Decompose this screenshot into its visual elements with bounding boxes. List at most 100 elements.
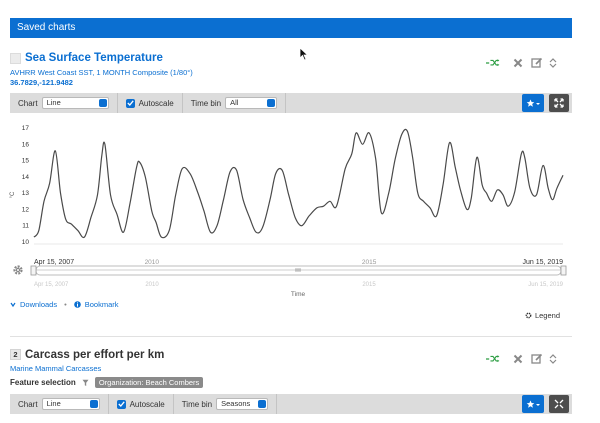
downloads-link[interactable]: Downloads xyxy=(20,300,58,309)
sst-line-chart[interactable]: 10 11 12 13 14 15 16 17 °C 2010 2015 Apr 15, 200… xyxy=(0,118,600,300)
edit-icon xyxy=(531,57,543,68)
remove-chart-button[interactable] xyxy=(511,56,525,70)
close-icon xyxy=(513,354,523,364)
dataset-subtitle[interactable]: AVHRR West Coast SST, 1 MONTH Composite … xyxy=(10,68,193,77)
info-icon xyxy=(73,301,81,308)
timebin-value-2: Seasons xyxy=(221,399,251,408)
y-tick-label-12: 12 xyxy=(22,206,30,213)
add-compare-button[interactable] xyxy=(486,56,500,70)
chevron-up-icon xyxy=(549,354,557,359)
legend-toggle[interactable]: Legend xyxy=(525,311,560,320)
toolbar-divider xyxy=(172,394,174,414)
shuffle-icon xyxy=(486,355,500,363)
location-coords[interactable]: 36.7829,-121.9482 xyxy=(10,78,73,87)
y-axis-label: °C xyxy=(10,191,16,198)
range-start-label: Apr 15, 2007 xyxy=(34,259,74,266)
chevron-up-icon xyxy=(549,58,557,63)
navigator-grip-icon[interactable] xyxy=(295,268,301,272)
card-divider xyxy=(10,336,572,337)
navigator-end-label: Jun 15, 2019 xyxy=(528,282,563,288)
select-caret-icon xyxy=(98,99,107,107)
bookmark-link[interactable]: Bookmark xyxy=(84,300,119,309)
expand-icon xyxy=(554,399,564,409)
header-title: Saved charts xyxy=(17,22,76,33)
timebin-select[interactable]: All xyxy=(225,97,278,109)
toolbar-divider xyxy=(276,394,278,414)
organization-filter-badge[interactable]: Organization: Beach Combers xyxy=(94,377,204,388)
time-navigator[interactable] xyxy=(30,265,567,276)
series-line-0[interactable] xyxy=(33,128,564,239)
card1-toolbar: Chart Line Autoscale Time bin All xyxy=(10,93,572,113)
cursor-icon xyxy=(299,47,309,61)
download-icon xyxy=(10,302,16,307)
chart-type-label: Chart xyxy=(18,399,38,409)
reorder-control[interactable] xyxy=(549,56,557,70)
feature-selection: Feature selection Organization: Beach Co… xyxy=(10,377,204,388)
chart-number-badge: 2 xyxy=(10,349,21,360)
y-axis: 10 11 12 13 14 15 16 17 xyxy=(22,125,30,246)
autoscale-checkbox[interactable] xyxy=(125,98,135,108)
select-caret-icon xyxy=(267,99,276,107)
navigator-handle-right[interactable] xyxy=(560,265,567,276)
add-compare-button-2[interactable] xyxy=(486,352,500,366)
reorder-control-2[interactable] xyxy=(549,352,557,366)
fullscreen-button-2[interactable] xyxy=(549,395,569,413)
star-icon xyxy=(526,400,540,408)
legend-label: Legend xyxy=(534,311,560,320)
shuffle-icon xyxy=(486,59,500,67)
autoscale-checkbox-2[interactable] xyxy=(116,399,126,409)
x-tick-label-2010: 2010 xyxy=(145,259,160,266)
chart-type-label: Chart xyxy=(18,98,38,108)
chart-links: Downloads • Bookmark xyxy=(10,300,119,309)
select-caret-icon xyxy=(258,400,267,408)
y-tick-label-15: 15 xyxy=(22,158,30,165)
chart-type-select-2[interactable]: Line xyxy=(41,398,100,410)
edit-chart-button[interactable] xyxy=(530,56,544,70)
navigator-start-label: Apr 15, 2007 xyxy=(34,282,69,288)
x-axis-title: Time xyxy=(291,291,306,298)
chart-type-select[interactable]: Line xyxy=(41,97,109,109)
timebin-label-2: Time bin xyxy=(181,399,213,409)
y-tick-label-13: 13 xyxy=(22,190,30,197)
autoscale-label-2: Autoscale xyxy=(129,399,165,409)
y-tick-label-17: 17 xyxy=(22,125,30,132)
dataset-subtitle-2[interactable]: Marine Mammal Carcasses xyxy=(10,364,102,373)
check-icon xyxy=(117,401,125,407)
y-tick-label-14: 14 xyxy=(22,174,30,181)
navigator-handle-left[interactable] xyxy=(30,265,37,276)
y-tick-label-16: 16 xyxy=(22,141,30,148)
timebin-value: All xyxy=(230,98,239,107)
chart-type-value: Line xyxy=(46,98,61,107)
toolbar-divider xyxy=(181,93,183,113)
feature-selection-label: Feature selection xyxy=(10,378,76,387)
navigator-tick-2010: 2010 xyxy=(145,282,159,288)
timebin-label: Time bin xyxy=(190,98,222,108)
y-tick-label-11: 11 xyxy=(22,223,29,230)
fullscreen-button[interactable] xyxy=(549,94,569,112)
gear-icon xyxy=(525,312,532,319)
toolbar-divider xyxy=(107,394,109,414)
y-tick-label-10: 10 xyxy=(22,239,30,246)
gear-icon[interactable] xyxy=(12,264,24,276)
card2-actions xyxy=(486,352,557,366)
toolbar-divider xyxy=(285,93,287,113)
chart-title[interactable]: Sea Surface Temperature xyxy=(25,52,163,64)
x-axis: 2010 2015 xyxy=(34,243,563,266)
star-icon xyxy=(526,99,540,107)
favorite-button-2[interactable] xyxy=(522,395,544,413)
chart-select-checkbox[interactable] xyxy=(10,53,21,64)
chart-title-2[interactable]: Carcass per effort per km xyxy=(25,349,165,361)
edit-chart-button-2[interactable] xyxy=(530,352,544,366)
select-caret-icon xyxy=(89,400,98,408)
expand-icon xyxy=(554,98,564,108)
favorite-button[interactable] xyxy=(522,94,544,112)
close-icon xyxy=(513,58,523,68)
saved-charts-header: Saved charts xyxy=(10,18,572,38)
chart-type-value-2: Line xyxy=(46,399,61,408)
range-end-label: Jun 15, 2019 xyxy=(523,259,564,266)
x-tick-label-2015: 2015 xyxy=(362,259,377,266)
remove-chart-button-2[interactable] xyxy=(511,352,525,366)
timebin-select-2[interactable]: Seasons xyxy=(216,398,269,410)
edit-icon xyxy=(531,353,543,364)
autoscale-label: Autoscale xyxy=(138,98,174,108)
